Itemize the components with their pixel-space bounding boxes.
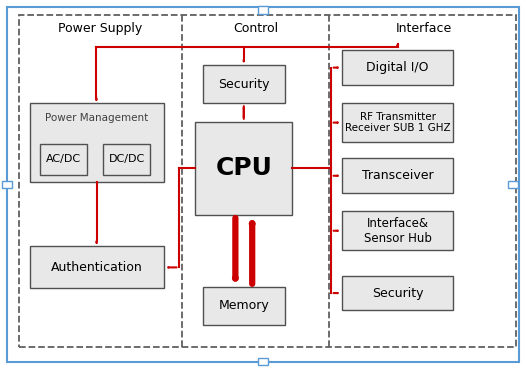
Bar <box>203 287 285 325</box>
Text: AC/DC: AC/DC <box>46 154 81 164</box>
Bar <box>203 65 285 103</box>
Bar <box>343 158 453 193</box>
Text: Control: Control <box>233 22 278 35</box>
Bar <box>103 144 151 175</box>
Text: Memory: Memory <box>218 300 269 312</box>
Bar <box>508 181 519 188</box>
Text: Interface: Interface <box>396 22 452 35</box>
Bar <box>343 276 453 311</box>
Text: CPU: CPU <box>216 156 272 180</box>
Text: Digital I/O: Digital I/O <box>366 61 429 74</box>
Text: DC/DC: DC/DC <box>109 154 145 164</box>
Text: Transceiver: Transceiver <box>362 169 433 182</box>
Text: Power Management: Power Management <box>45 113 148 123</box>
Text: Interface&
Sensor Hub: Interface& Sensor Hub <box>364 217 432 245</box>
Bar <box>30 103 164 182</box>
Text: Power Supply: Power Supply <box>58 22 143 35</box>
Text: RF Transmitter
Receiver SUB 1 GHZ: RF Transmitter Receiver SUB 1 GHZ <box>345 112 451 133</box>
Bar <box>258 358 268 365</box>
Bar <box>343 103 453 142</box>
Bar <box>2 181 12 188</box>
Text: Security: Security <box>372 287 423 300</box>
Bar <box>258 6 268 14</box>
Bar <box>195 122 292 215</box>
Bar <box>40 144 87 175</box>
Bar <box>343 50 453 85</box>
Text: Security: Security <box>218 78 269 91</box>
Bar <box>30 246 164 289</box>
Text: Authentication: Authentication <box>51 261 142 274</box>
Bar <box>343 212 453 250</box>
